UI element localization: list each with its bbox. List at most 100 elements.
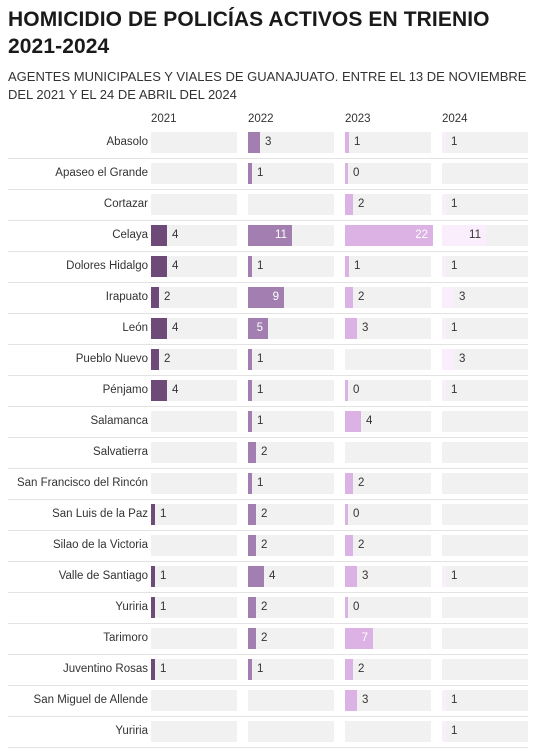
data-label: 1	[451, 694, 458, 706]
data-label: 9	[272, 291, 279, 303]
row-label: San Francisco del Rincón	[16, 477, 148, 489]
column-header-2024: 2024	[442, 113, 468, 125]
bar-2023	[345, 287, 353, 308]
cell-background	[345, 318, 431, 339]
cell-background	[442, 380, 528, 401]
data-label: 2	[164, 353, 171, 365]
bar-2022	[248, 256, 252, 277]
data-label: 22	[415, 229, 428, 241]
table-row: León 4 5 3 1	[8, 313, 528, 345]
bar-2023	[345, 163, 348, 184]
table-row: Dolores Hidalgo 4 1 1 1	[8, 251, 528, 283]
data-label: 1	[451, 198, 458, 210]
cell-background	[442, 721, 528, 742]
cell-background	[151, 690, 237, 711]
data-label: 2	[164, 291, 171, 303]
cell-background	[151, 473, 237, 494]
data-label: 2	[261, 508, 268, 520]
bar-2023	[345, 380, 348, 401]
cell-background	[345, 287, 431, 308]
bar-2022	[248, 597, 256, 618]
cell-background	[345, 194, 431, 215]
table-row: Cortazar 2 1	[8, 189, 528, 221]
bar-2024	[442, 256, 446, 277]
data-label: 4	[172, 322, 179, 334]
column-header-2021: 2021	[151, 113, 177, 125]
table-row: San Francisco del Rincón 1 2	[8, 468, 528, 500]
cell-background	[442, 628, 528, 649]
data-label: 3	[459, 353, 466, 365]
row-label: San Luis de la Paz	[52, 508, 148, 520]
cell-background	[151, 225, 237, 246]
data-label: 1	[257, 260, 264, 272]
cell-background	[442, 442, 528, 463]
bar-2022	[248, 504, 256, 525]
data-label: 11	[275, 229, 287, 241]
data-label: 1	[451, 322, 458, 334]
cell-background	[248, 411, 334, 432]
cell-background	[442, 690, 528, 711]
data-label: 2	[261, 539, 268, 551]
cell-background	[345, 132, 431, 153]
table-row: Apaseo el Grande 1 0	[8, 158, 528, 190]
cell-background	[345, 721, 431, 742]
bar-2021	[151, 566, 155, 587]
cell-background	[345, 504, 431, 525]
table-row: Celaya 4 11 22 11	[8, 220, 528, 252]
bar-2021	[151, 659, 155, 680]
row-label: Salvatierra	[93, 446, 148, 458]
data-label: 2	[358, 198, 365, 210]
cell-background	[345, 256, 431, 277]
bar-2023	[345, 690, 357, 711]
table-row: Abasolo 3 1 1	[8, 127, 528, 159]
data-label: 3	[459, 291, 466, 303]
cell-background	[151, 659, 237, 680]
data-label: 2	[358, 663, 365, 675]
cell-background	[345, 659, 431, 680]
bar-2022	[248, 225, 292, 246]
bar-2024	[442, 380, 446, 401]
cell-background	[248, 380, 334, 401]
row-label: Dolores Hidalgo	[66, 260, 148, 272]
bar-2022	[248, 442, 256, 463]
row-label: Abasolo	[106, 136, 148, 148]
row-label: Silao de la Victoria	[52, 539, 148, 551]
cell-background	[442, 163, 528, 184]
bar-2024	[442, 132, 446, 153]
bar-2021	[151, 225, 167, 246]
row-label: San Miguel de Allende	[33, 694, 148, 706]
bar-2023	[345, 256, 349, 277]
cell-background	[345, 380, 431, 401]
cell-background	[248, 690, 334, 711]
table-row: Salamanca 1 4	[8, 406, 528, 438]
table-row: San Luis de la Paz 1 2 0	[8, 499, 528, 531]
bar-2023	[345, 132, 349, 153]
table-row: Salvatierra 2	[8, 437, 528, 469]
bar-2021	[151, 287, 159, 308]
data-label: 1	[257, 415, 264, 427]
bar-2024	[442, 690, 446, 711]
data-label: 1	[451, 725, 458, 737]
row-label: Yuriria	[115, 725, 148, 737]
bar-2023	[345, 504, 348, 525]
bar-2022	[248, 318, 268, 339]
data-label: 1	[354, 260, 361, 272]
cell-background	[248, 194, 334, 215]
data-label: 5	[256, 322, 263, 334]
data-label: 2	[358, 539, 365, 551]
bar-2022	[248, 566, 264, 587]
cell-background	[248, 659, 334, 680]
cell-background	[151, 349, 237, 370]
column-header-2023: 2023	[345, 113, 371, 125]
cell-background	[151, 504, 237, 525]
data-label: 4	[172, 229, 179, 241]
data-label: 3	[362, 570, 369, 582]
cell-background	[442, 535, 528, 556]
table-row: Silao de la Victoria 2 2	[8, 530, 528, 562]
cell-background	[442, 194, 528, 215]
cell-background	[345, 349, 431, 370]
cell-background	[151, 256, 237, 277]
data-label: 2	[261, 446, 268, 458]
cell-background	[151, 132, 237, 153]
